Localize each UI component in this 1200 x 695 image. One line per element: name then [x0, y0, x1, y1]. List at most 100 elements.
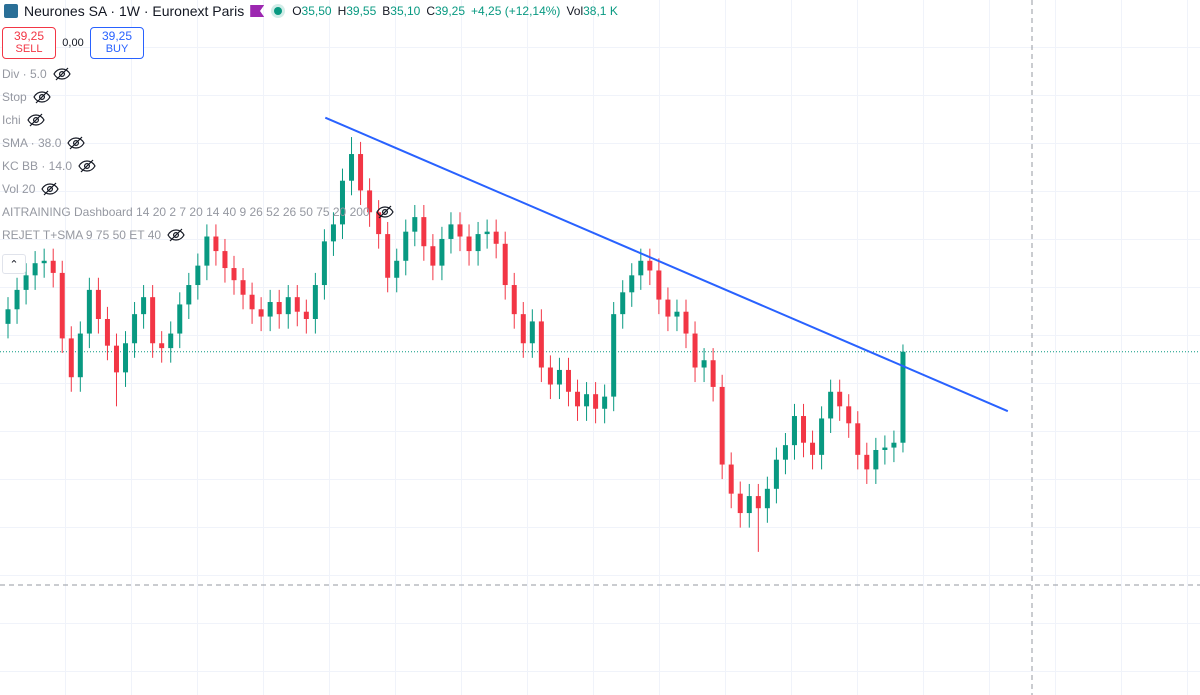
candle-body — [864, 454, 870, 470]
ohlc-key: H — [337, 4, 347, 18]
indicator: Stop — [2, 90, 51, 104]
candle-body — [647, 260, 653, 271]
hidden-icon[interactable] — [67, 136, 86, 150]
ohlc-value: 39,55 — [346, 4, 377, 18]
candle-body — [782, 445, 788, 460]
candle-body — [222, 251, 228, 269]
candle-body — [674, 311, 680, 317]
indicator: SMA · 38.0 — [2, 136, 86, 150]
ohlc-legend: O35,50 H39,55 B35,10 C39,25 +4,25 (+12,14%) V… — [292, 4, 618, 18]
candle-body — [168, 333, 174, 349]
candle-body — [150, 297, 156, 344]
hidden-icon[interactable] — [78, 159, 96, 173]
candle-body — [502, 243, 508, 286]
hidden-icon[interactable] — [375, 205, 394, 219]
sell-price: 39,25 — [13, 29, 45, 43]
candle-body — [339, 180, 345, 225]
indicator: Vol 20 — [2, 182, 60, 196]
candle-body — [520, 314, 526, 344]
sell-button[interactable]: 39,25 SELL — [2, 27, 56, 59]
hidden-icon[interactable] — [32, 90, 51, 104]
candle-body — [810, 442, 816, 455]
candle-body — [439, 238, 445, 266]
candle-body — [466, 236, 472, 252]
candle-body — [186, 285, 192, 305]
candle-body — [665, 299, 671, 317]
ohlc-key: O — [292, 4, 302, 18]
sell-label: SELL — [15, 43, 43, 55]
candle-body — [602, 396, 608, 409]
candle-body — [95, 289, 101, 319]
symbol-title[interactable]: Neurones SA · 1W · Euronext Paris — [24, 3, 245, 19]
spread: 0,00 — [62, 37, 84, 49]
candle-body — [123, 343, 129, 373]
ohlc-value: 39,25 — [435, 4, 466, 18]
candle-body — [710, 360, 716, 387]
candle-body — [231, 268, 237, 281]
candle-body — [764, 488, 770, 509]
hidden-icon[interactable] — [52, 67, 71, 81]
candle-body — [755, 496, 761, 509]
candle-body — [511, 285, 517, 315]
hidden-icon[interactable] — [26, 113, 45, 127]
candle-body — [41, 260, 47, 264]
candle-body — [330, 224, 336, 242]
candle-body — [638, 260, 644, 276]
candle-body — [5, 309, 11, 324]
flag[interactable] — [250, 5, 265, 17]
ohlc-key: C — [426, 4, 435, 18]
candle-body — [493, 231, 499, 244]
candle-body — [575, 391, 581, 407]
candle-body — [846, 406, 852, 424]
candle-body — [403, 231, 409, 261]
candle-body — [321, 241, 327, 286]
candle-body — [195, 265, 201, 286]
candle-body — [719, 386, 725, 465]
candle-body — [565, 369, 571, 392]
candle-body — [294, 297, 300, 312]
candle-body — [177, 304, 183, 334]
indicator-label: Vol 20 — [2, 182, 36, 196]
candle-body — [556, 369, 562, 385]
candle-body — [213, 236, 219, 252]
candle-body — [367, 190, 373, 213]
buy-button[interactable]: 39,25 BUY — [90, 27, 144, 59]
hidden-icon[interactable] — [167, 228, 185, 242]
candle-body — [376, 212, 382, 235]
indicator-label: SMA · 38.0 — [2, 136, 62, 150]
candle-body — [584, 394, 590, 407]
candle-body — [276, 302, 282, 315]
candle-body — [23, 275, 29, 290]
candle-body — [656, 270, 662, 300]
buy-price: 39,25 — [101, 29, 133, 43]
candle-body — [900, 351, 906, 443]
candle-body — [683, 311, 689, 334]
market-status — [274, 7, 283, 15]
ohlc-item: H39,55 — [338, 4, 377, 18]
collapse-button[interactable]: ⌃ — [2, 254, 26, 274]
candle-body — [701, 360, 707, 368]
ohlc-item: O35,50 — [292, 4, 331, 18]
hidden-icon[interactable] — [41, 182, 60, 196]
candle-body — [791, 416, 797, 446]
candle-body — [448, 224, 454, 239]
volume: Vol38,1 K — [566, 4, 617, 18]
candle-body — [529, 321, 535, 344]
candle-body — [312, 285, 318, 319]
buy-label: BUY — [105, 43, 129, 55]
indicator-label: KC BB · 14.0 — [2, 159, 73, 173]
ohlc-key: B — [382, 4, 391, 18]
candle-body — [593, 394, 599, 409]
volume-key: Vol — [566, 4, 584, 18]
candle-body — [819, 418, 825, 455]
candle-body — [873, 449, 879, 470]
candle-body — [303, 311, 309, 319]
candle-body — [204, 236, 210, 266]
candle-body — [385, 234, 391, 278]
trade-buttons: 39,25 SELL 0,00 39,25 BUY — [2, 27, 144, 59]
candle-body — [728, 464, 734, 494]
candle-body — [14, 289, 20, 310]
trendline — [324, 116, 1009, 413]
